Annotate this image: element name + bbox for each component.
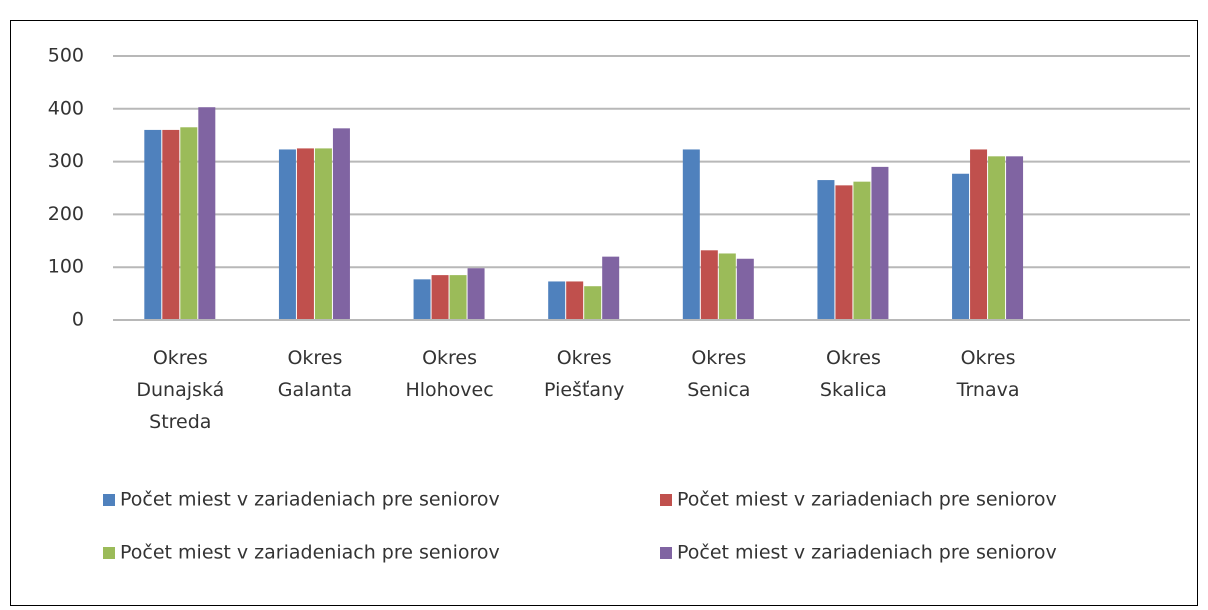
y-tick-label: 100 <box>48 256 84 278</box>
bar <box>682 149 700 320</box>
y-tick-label: 500 <box>48 45 84 67</box>
bar <box>817 180 835 320</box>
legend-label: Počet miest v zariadeniach pre seniorov <box>677 489 1057 511</box>
bar <box>835 185 853 320</box>
legend-marker <box>660 494 672 506</box>
bar <box>431 275 449 320</box>
bar <box>314 148 332 320</box>
x-tick-label: Okres Skalica <box>820 347 887 401</box>
x-tick-label: Okres Dunajská Streda <box>136 347 224 433</box>
x-tick-label: Okres Trnava <box>956 347 1020 401</box>
bar <box>278 149 296 320</box>
x-tick-label: Okres Hlohovec <box>405 347 493 401</box>
bar <box>449 275 467 320</box>
legend-marker <box>660 547 672 559</box>
y-tick-label: 300 <box>48 150 84 172</box>
bar <box>853 181 871 320</box>
bar <box>952 173 970 320</box>
bar <box>718 253 736 320</box>
legend-marker <box>103 547 115 559</box>
x-tick-label: Okres Piešťany <box>544 347 624 401</box>
legend-label: Počet miest v zariadeniach pre seniorov <box>120 489 500 511</box>
bar <box>180 127 198 320</box>
bar <box>467 268 485 320</box>
bar <box>584 286 602 320</box>
bar <box>1006 156 1024 320</box>
bar <box>296 148 314 320</box>
bar <box>413 279 431 320</box>
bar <box>970 149 988 320</box>
legend-label: Počet miest v zariadeniach pre seniorov <box>677 542 1057 564</box>
legend-label: Počet miest v zariadeniach pre seniorov <box>120 542 500 564</box>
bar <box>144 129 162 320</box>
y-tick-label: 200 <box>48 203 84 225</box>
bar <box>988 156 1006 320</box>
bar <box>548 281 566 320</box>
bar <box>736 258 754 320</box>
x-tick-label: Okres Senica <box>687 347 750 401</box>
bar <box>162 129 180 320</box>
y-tick-label: 0 <box>72 309 84 331</box>
bar <box>602 256 620 320</box>
x-tick-label: Okres Galanta <box>278 347 352 401</box>
bar <box>700 250 718 320</box>
bar <box>332 128 350 320</box>
bar <box>198 107 216 320</box>
y-tick-label: 400 <box>48 97 84 119</box>
legend-marker <box>103 494 115 506</box>
bar <box>871 166 889 320</box>
bar <box>566 281 584 320</box>
